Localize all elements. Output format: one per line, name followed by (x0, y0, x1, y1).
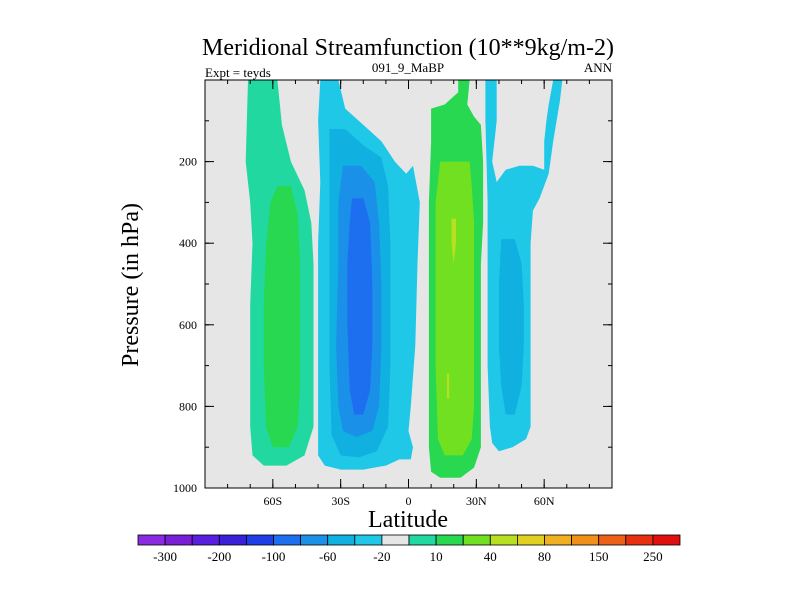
y-tick-label: 1000 (173, 481, 197, 495)
contour-tropical-core (435, 161, 475, 456)
y-tick-label: 800 (179, 399, 197, 413)
colorbar-swatch (544, 534, 573, 546)
colorbar-label: 150 (589, 549, 609, 564)
contour-regions (245, 80, 563, 478)
colorbar-swatch (598, 534, 627, 546)
x-tick-label: 60S (263, 494, 282, 508)
y-axis-ticks: 200 400 600 800 1000 (173, 155, 612, 495)
colorbar-label: -200 (207, 549, 231, 564)
colorbar-label: 80 (538, 549, 551, 564)
colorbar-label: -300 (153, 549, 177, 564)
colorbar-labels: -300 -200 -100 -60 -20 10 40 80 150 250 (153, 549, 662, 564)
colorbar-swatch (571, 534, 600, 546)
colorbar-swatch (245, 534, 274, 546)
contour-nh-ferrel-mid (498, 239, 524, 415)
center-label: 091_9_MaBP (372, 60, 444, 75)
season-label: ANN (584, 60, 613, 75)
contour-sh-outer-core (263, 186, 300, 448)
colorbar-swatch (435, 534, 464, 546)
x-tick-label: 30N (466, 494, 487, 508)
contour-sh-ferrel-core (347, 198, 373, 415)
colorbar-label: 250 (643, 549, 663, 564)
x-axis-ticks: 60S 30S 0 30N 60N (263, 80, 555, 508)
y-tick-label: 400 (179, 236, 197, 250)
colorbar-swatch (408, 534, 437, 546)
x-tick-label: 30S (331, 494, 350, 508)
colorbar-label: -20 (373, 549, 390, 564)
colorbar-swatch (218, 534, 247, 546)
colorbar-swatch (300, 534, 329, 546)
y-tick-label: 600 (179, 318, 197, 332)
colorbar-swatch (273, 534, 302, 546)
x-axis-label: Latitude (368, 507, 448, 533)
colorbar-swatch (489, 534, 518, 546)
colorbar-swatch (652, 534, 681, 546)
y-axis-label: Pressure (in hPa) (118, 203, 144, 367)
contour-tropical-peak-low (446, 373, 450, 399)
colorbar (137, 534, 681, 546)
colorbar-swatch (164, 534, 193, 546)
colorbar-swatch (191, 534, 220, 546)
colorbar-swatch (137, 534, 166, 546)
colorbar-swatch (462, 534, 491, 546)
x-tick-label: 60N (534, 494, 555, 508)
contour-tropical-peak (451, 218, 456, 264)
chart-title: Meridional Streamfunction (10**9kg/m-2) (202, 35, 614, 61)
colorbar-label: 40 (484, 549, 497, 564)
colorbar-label: -100 (262, 549, 286, 564)
x-tick-label: 0 (406, 494, 412, 508)
experiment-label: Expt = teyds (205, 65, 271, 80)
colorbar-swatch (354, 534, 383, 546)
colorbar-swatch (327, 534, 356, 546)
colorbar-swatch (381, 534, 410, 546)
colorbar-label: -60 (319, 549, 336, 564)
colorbar-label: 10 (430, 549, 443, 564)
colorbar-swatch (517, 534, 545, 546)
y-tick-label: 200 (179, 155, 197, 169)
colorbar-swatch (625, 534, 654, 546)
